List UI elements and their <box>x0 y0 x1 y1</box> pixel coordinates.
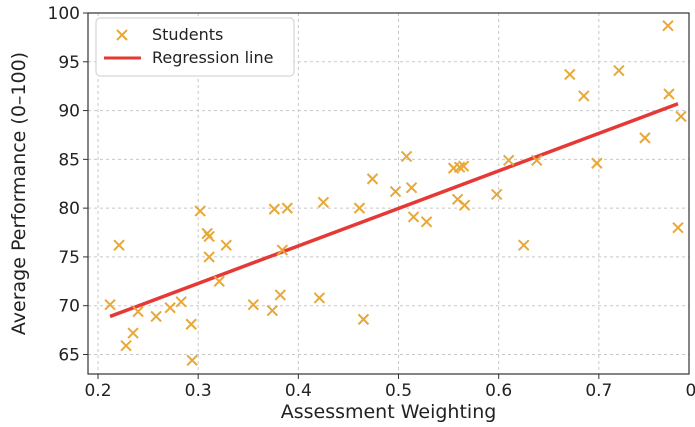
data-point <box>203 251 215 263</box>
y-tick-label: 100 <box>48 4 80 24</box>
regression-line-layer <box>109 102 679 319</box>
data-point <box>578 90 590 102</box>
y-axis-label: Average Performance (0–100) <box>8 52 30 335</box>
data-point <box>453 161 466 173</box>
data-point <box>127 327 139 339</box>
data-point <box>313 292 326 304</box>
points-layer <box>104 19 687 367</box>
legend-marker-students <box>116 29 128 41</box>
regression-line <box>109 102 679 319</box>
data-point <box>531 154 543 167</box>
legend-label-regression-line: Regression line <box>152 48 273 67</box>
data-point <box>281 202 294 214</box>
x-tick-label: 0.3 <box>185 381 212 401</box>
data-point <box>186 354 198 367</box>
data-point <box>675 110 687 123</box>
legend: Students Regression line <box>95 17 295 77</box>
data-point <box>458 199 471 211</box>
axes-layer <box>87 12 690 375</box>
data-point <box>662 19 674 32</box>
data-point <box>185 318 197 330</box>
data-point <box>220 239 232 251</box>
y-tick-label: 75 <box>58 248 80 268</box>
data-point <box>132 305 144 318</box>
legend-box <box>95 17 295 77</box>
data-point <box>613 64 625 77</box>
y-tick-label: 90 <box>58 102 80 122</box>
data-point <box>400 150 413 163</box>
data-point <box>490 188 503 201</box>
x-tick-label: 0.5 <box>385 381 412 401</box>
data-point <box>663 88 675 100</box>
x-axis-label: Assessment Weighting <box>281 401 497 423</box>
data-point <box>104 299 116 311</box>
y-tick-label: 70 <box>58 297 80 317</box>
data-point <box>389 185 402 198</box>
ticks-layer: 0.2 0.3 0.4 0.5 0.6 0.7 0.8 65 70 75 80 85 90 95 100 <box>48 4 695 401</box>
x-tick-label: 0.8 <box>685 381 695 401</box>
x-tick-label: 0.6 <box>485 381 512 401</box>
data-point <box>457 160 470 172</box>
data-point <box>266 304 279 317</box>
y-tick-label: 80 <box>58 199 80 219</box>
data-point <box>175 296 187 308</box>
data-point <box>274 289 287 301</box>
data-point <box>120 339 132 352</box>
y-tick-label: 85 <box>58 150 80 170</box>
data-point <box>247 299 259 311</box>
data-point <box>276 244 289 256</box>
data-point <box>672 221 684 234</box>
x-tick-label: 0.2 <box>84 381 111 401</box>
data-point <box>203 230 215 243</box>
data-point <box>317 196 330 208</box>
data-point <box>405 181 418 194</box>
data-point <box>366 173 379 185</box>
x-tick-label: 0.7 <box>585 381 612 401</box>
data-point <box>407 211 420 223</box>
y-tick-label: 95 <box>58 53 80 73</box>
data-point <box>591 157 603 169</box>
data-point <box>502 154 515 167</box>
data-point <box>518 239 530 251</box>
legend-label-students: Students <box>152 25 223 44</box>
legend-x-marker <box>116 29 128 41</box>
data-point <box>268 203 281 215</box>
data-point <box>194 205 206 217</box>
data-point <box>357 313 370 326</box>
y-tick-label: 65 <box>58 345 80 365</box>
data-point <box>420 216 433 228</box>
data-point <box>564 68 576 81</box>
data-point <box>353 202 366 214</box>
plot-frame <box>87 12 690 375</box>
data-point <box>113 239 125 251</box>
data-point <box>213 275 225 288</box>
x-tick-label: 0.4 <box>285 381 312 401</box>
data-point <box>150 310 162 323</box>
data-point <box>164 301 176 314</box>
data-point <box>639 132 651 144</box>
